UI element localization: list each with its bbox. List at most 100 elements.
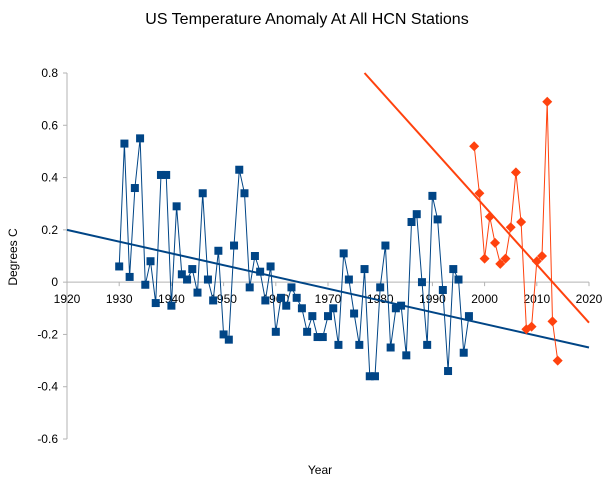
data-point — [490, 237, 501, 248]
data-point — [250, 252, 259, 260]
data-point — [292, 293, 301, 302]
data-point — [381, 241, 390, 250]
data-point — [526, 321, 537, 332]
data-point — [407, 218, 416, 227]
data-point — [510, 167, 521, 178]
data-point — [428, 191, 437, 200]
data-point — [125, 272, 134, 281]
data-point — [282, 301, 291, 310]
data-point — [177, 270, 186, 279]
data-point — [271, 327, 280, 336]
x-tick-label: 2000 — [471, 292, 498, 306]
data-point — [297, 304, 306, 313]
data-point — [505, 222, 516, 233]
data-point — [339, 249, 348, 258]
data-point — [193, 288, 202, 297]
data-point — [261, 296, 270, 305]
data-point — [313, 333, 322, 342]
data-point — [203, 275, 212, 284]
data-point — [433, 215, 442, 224]
data-point — [308, 312, 317, 321]
y-tick-label: -0.6 — [37, 432, 58, 446]
data-point — [500, 253, 511, 264]
data-point — [516, 217, 527, 228]
data-point — [469, 141, 480, 152]
y-tick-labels: 0.8 0.6 0.4 0.2 0 -0.2 -0.4 -0.6 — [37, 66, 67, 446]
data-point — [360, 265, 369, 274]
series-line — [473, 101, 559, 361]
data-point — [547, 316, 558, 327]
data-point — [449, 265, 458, 274]
data-point — [423, 340, 432, 349]
x-tick-labels: 1920 1930 1940 1950 1960 1970 1980 1990 2000 2010… — [54, 282, 603, 306]
data-point — [224, 335, 233, 344]
data-point — [156, 170, 165, 179]
x-tick-label: 2010 — [523, 292, 550, 306]
data-point — [454, 275, 463, 284]
x-tick-label: 1930 — [106, 292, 133, 306]
data-point — [365, 372, 374, 381]
data-point — [172, 202, 181, 211]
data-point — [531, 256, 542, 267]
data-point — [350, 309, 359, 318]
data-point — [344, 275, 353, 284]
data-point — [277, 293, 286, 302]
data-point — [479, 253, 490, 264]
data-point — [266, 262, 275, 271]
data-point — [318, 333, 327, 342]
x-tick-label: 2020 — [576, 292, 603, 306]
data-point — [235, 165, 244, 174]
data-point — [370, 372, 379, 381]
data-point — [240, 189, 249, 198]
data-point — [391, 304, 400, 313]
trendline — [66, 228, 590, 349]
data-point — [552, 355, 563, 366]
data-point — [209, 296, 218, 305]
x-tick-label: 1920 — [54, 292, 81, 306]
data-point — [417, 278, 426, 287]
data-point — [495, 258, 506, 269]
data-point — [412, 210, 421, 219]
data-point — [230, 241, 239, 250]
data-point — [198, 189, 207, 198]
data-point — [130, 184, 139, 193]
data-point — [162, 170, 171, 179]
y-tick-label: -0.2 — [37, 327, 58, 341]
y-tick-label: 0.4 — [41, 171, 58, 185]
data-point — [542, 96, 553, 107]
data-point — [329, 304, 338, 313]
data-point — [245, 283, 254, 292]
data-point — [287, 283, 296, 292]
data-point — [376, 283, 385, 292]
data-point — [188, 265, 197, 274]
x-axis-label: Year — [308, 463, 332, 477]
y-axis-label: Degrees C — [6, 228, 20, 286]
data-point — [151, 299, 160, 308]
data-point — [484, 211, 495, 222]
data-point — [146, 257, 155, 266]
y-tick-label: 0.8 — [41, 66, 58, 80]
data-point — [256, 267, 265, 276]
data-point — [324, 312, 332, 321]
data-series — [115, 96, 563, 381]
data-point — [438, 285, 447, 294]
data-point — [141, 280, 150, 289]
trendlines — [66, 72, 590, 349]
data-point — [386, 343, 395, 352]
y-tick-label: -0.4 — [37, 380, 58, 394]
data-point — [183, 275, 192, 284]
data-point — [334, 340, 343, 349]
y-tick-label: 0.2 — [41, 223, 58, 237]
x-tick-label: 1990 — [419, 292, 446, 306]
data-point — [167, 301, 176, 310]
data-point — [136, 134, 145, 143]
data-point — [402, 351, 411, 360]
data-point — [459, 348, 468, 357]
data-point — [303, 327, 312, 336]
x-tick-label: 1970 — [315, 292, 342, 306]
axis-lines — [66, 73, 589, 439]
data-point — [444, 367, 453, 376]
y-tick-label: 0 — [51, 275, 58, 289]
